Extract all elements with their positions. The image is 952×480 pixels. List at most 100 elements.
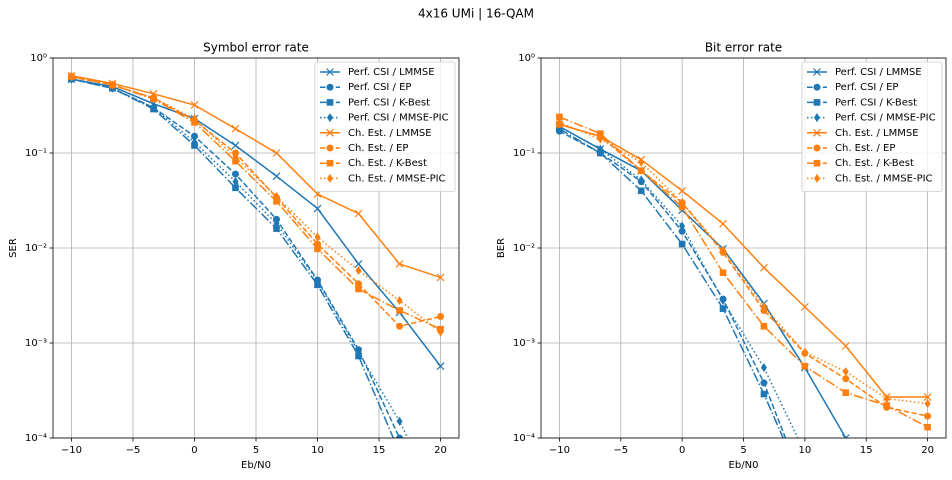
marker [355, 265, 362, 275]
y-tick-label: 10⁻⁴ [25, 433, 47, 444]
marker [314, 232, 321, 242]
marker [232, 152, 239, 162]
axes-title: Symbol error rate [203, 41, 309, 55]
x-axis-label: Eb/N0 [729, 460, 759, 471]
legend-label: Ch. Est. / EP [835, 143, 895, 154]
marker [273, 219, 280, 229]
marker [231, 170, 239, 178]
y-tick-label: 10⁻¹ [513, 148, 535, 159]
y-tick-label: 10⁻³ [513, 338, 535, 349]
marker [597, 130, 604, 137]
marker [597, 134, 604, 144]
marker [354, 259, 363, 268]
x-tick-label: −5 [126, 445, 141, 456]
marker [190, 132, 198, 140]
legend: Perf. CSI / LMMSE Perf. CSI / EP Perf. CSI… [314, 61, 456, 193]
marker [678, 227, 686, 235]
x-tick-label: 15 [373, 445, 386, 456]
marker [326, 83, 334, 91]
legend-label: Perf. CSI / EP [835, 82, 898, 93]
marker [813, 83, 821, 91]
y-tick-label: 10⁰ [30, 53, 47, 64]
marker [326, 144, 334, 152]
x-tick-label: 0 [191, 445, 197, 456]
legend-label: Perf. CSI / MMSE-PIC [835, 113, 936, 124]
plot-area [67, 71, 445, 438]
marker [231, 141, 240, 150]
series-line [71, 78, 442, 367]
y-axis-label: SER [8, 238, 19, 258]
marker [437, 313, 445, 321]
marker [720, 296, 727, 306]
legend-label: Ch. Est. / EP [348, 143, 408, 154]
marker [638, 175, 645, 185]
marker [556, 117, 563, 127]
marker [842, 389, 850, 396]
marker [326, 99, 334, 106]
marker [760, 379, 768, 387]
marker [814, 113, 820, 123]
marker [924, 412, 932, 420]
y-tick-label: 10⁻⁴ [513, 433, 535, 444]
legend-label: Ch. Est. / MMSE-PIC [835, 173, 933, 184]
marker [273, 191, 280, 201]
marker [801, 347, 808, 357]
marker [760, 322, 768, 330]
marker [556, 113, 563, 121]
marker [883, 402, 890, 409]
legend-label: Perf. CSI / LMMSE [348, 67, 435, 78]
marker [396, 307, 403, 314]
marker [720, 245, 727, 255]
marker [842, 367, 849, 377]
marker [813, 99, 821, 106]
marker [396, 322, 404, 330]
marker [231, 124, 240, 133]
marker [436, 273, 445, 282]
x-tick-label: 20 [434, 445, 447, 456]
axes: −10 −5 0 5 10 15 20 10⁻⁴ 10⁻³ 10⁻² 10⁻¹ 10⁰ Bit erro… [496, 41, 947, 471]
axes-frame [52, 57, 460, 439]
legend-label: Ch. Est. / LMMSE [835, 128, 919, 139]
marker [760, 263, 768, 272]
marker [355, 347, 362, 357]
legend-label: Perf. CSI / K-Best [835, 97, 917, 108]
marker [396, 296, 403, 306]
marker [314, 245, 321, 253]
marker [326, 68, 334, 76]
marker [395, 259, 404, 268]
series-line [559, 123, 928, 398]
marker [190, 101, 199, 109]
marker [801, 362, 809, 370]
marker [327, 173, 333, 183]
x-tick-label: 5 [253, 445, 259, 456]
marker [355, 285, 362, 293]
marker [313, 204, 322, 213]
legend-label: Perf. CSI / MMSE-PIC [348, 113, 449, 124]
marker [273, 198, 280, 205]
marker [597, 144, 604, 154]
legend-frame [314, 61, 456, 193]
y-axis-label: BER [496, 238, 507, 258]
marker [883, 394, 890, 404]
series-line [71, 75, 441, 279]
marker [719, 219, 727, 228]
axes-title: Bit error rate [705, 41, 782, 55]
x-tick-label: 10 [798, 445, 811, 456]
marker [813, 128, 821, 137]
marker [813, 159, 821, 167]
legend-frame [801, 61, 943, 193]
x-tick-label: 15 [860, 445, 873, 456]
marker [326, 159, 334, 167]
marker [437, 327, 444, 337]
marker [814, 173, 820, 183]
marker [638, 157, 645, 167]
x-tick-label: 20 [921, 445, 934, 456]
y-tick-label: 10⁻² [513, 243, 535, 254]
marker [150, 93, 157, 103]
legend-label: Ch. Est. / K-Best [348, 158, 427, 169]
marker [924, 399, 931, 409]
marker [679, 198, 686, 208]
figure-title: 4x16 UMi | 16-QAM [418, 7, 534, 21]
x-axis-label: Eb/N0 [241, 460, 271, 471]
